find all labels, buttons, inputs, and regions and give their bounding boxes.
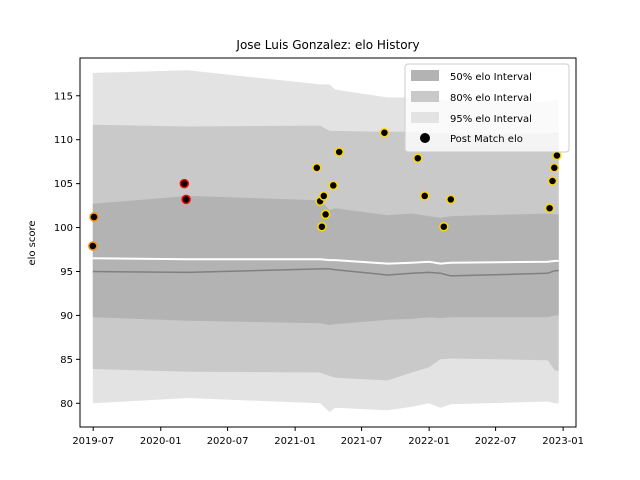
data-point xyxy=(439,221,449,232)
y-tick-label: 110 xyxy=(54,135,73,146)
y-axis-ticks: 80 85 90 95 100 105 110 115 xyxy=(54,91,80,410)
data-point xyxy=(446,194,456,205)
legend-label-post-match: Post Match elo xyxy=(450,134,523,145)
data-point xyxy=(419,191,430,201)
x-tick-label: 2019-07 xyxy=(72,436,114,447)
x-tick-label: 2020-07 xyxy=(207,436,249,447)
data-point xyxy=(413,153,423,163)
legend-label-80: 80% elo Interval xyxy=(450,93,532,104)
y-tick-label: 105 xyxy=(54,179,73,190)
y-axis-label: elo score xyxy=(27,220,38,265)
chart-title: Jose Luis Gonzalez: elo History xyxy=(235,38,419,52)
y-tick-label: 80 xyxy=(60,399,73,410)
legend-label-95: 95% elo Interval xyxy=(450,114,532,125)
x-tick-label: 2022-01 xyxy=(408,436,450,447)
data-point xyxy=(328,180,339,191)
legend-swatch-80 xyxy=(411,91,439,102)
data-point xyxy=(552,150,562,161)
data-point xyxy=(320,209,331,220)
plot-area xyxy=(88,70,562,413)
legend-swatch-95 xyxy=(411,112,439,123)
data-point xyxy=(88,241,98,251)
legend-box xyxy=(404,63,570,153)
legend-marker-post-match xyxy=(420,133,430,143)
data-point xyxy=(317,221,327,232)
data-point xyxy=(89,212,99,222)
y-tick-label: 100 xyxy=(54,223,73,234)
x-tick-label: 2021-07 xyxy=(341,436,383,447)
y-tick-label: 95 xyxy=(60,267,73,278)
mean-line xyxy=(92,257,559,265)
y-tick-label: 85 xyxy=(60,355,73,366)
data-point xyxy=(334,147,344,157)
x-tick-label: 2023-01 xyxy=(542,436,584,447)
data-point xyxy=(181,194,191,205)
legend-label-50: 50% elo Interval xyxy=(450,72,532,83)
x-tick-label: 2020-01 xyxy=(140,436,182,447)
y-tick-label: 115 xyxy=(54,91,73,102)
data-point xyxy=(549,163,560,173)
x-tick-label: 2022-07 xyxy=(475,436,517,447)
data-point xyxy=(379,127,390,138)
x-tick-label: 2021-01 xyxy=(274,436,316,447)
post-match-points xyxy=(88,127,562,251)
median-line xyxy=(92,268,559,277)
data-point xyxy=(179,178,190,189)
data-point xyxy=(547,176,558,186)
x-axis-ticks: 2019-07 2020-01 2020-07 2021-01 2021-07 2022-… xyxy=(72,427,584,447)
y-tick-label: 90 xyxy=(60,311,73,322)
data-point xyxy=(319,191,329,201)
legend-swatch-50 xyxy=(411,70,439,81)
legend: 50% elo Interval 80% elo Interval 95% el… xyxy=(404,63,570,153)
data-point xyxy=(544,203,555,213)
axes: 2019-07 2020-01 2020-07 2021-01 2021-07 2022-… xyxy=(54,57,584,447)
axes-frame xyxy=(79,57,577,428)
data-point xyxy=(312,163,322,173)
